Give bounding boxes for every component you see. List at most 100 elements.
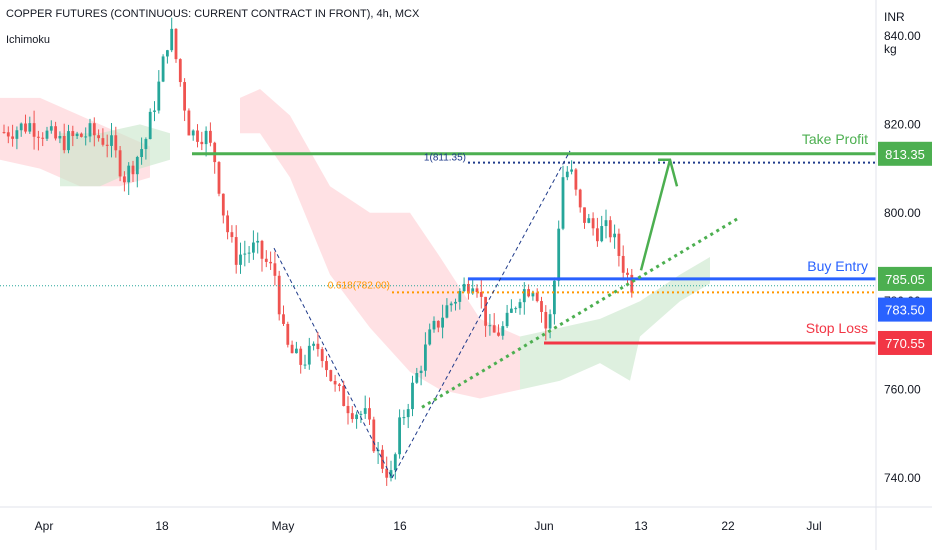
candle-body bbox=[454, 301, 457, 304]
candle-body bbox=[613, 233, 616, 238]
candle-body bbox=[424, 344, 427, 371]
candle-body bbox=[428, 329, 432, 345]
candle-body bbox=[368, 408, 371, 420]
candle-body bbox=[617, 233, 621, 256]
y-tick-label: 820.00 bbox=[884, 117, 921, 131]
candle-body bbox=[230, 232, 234, 238]
candle-body bbox=[501, 326, 505, 336]
candle-body bbox=[256, 240, 260, 243]
candle-body bbox=[54, 126, 57, 139]
candle-body bbox=[269, 261, 272, 264]
candle-body bbox=[381, 449, 384, 469]
x-tick-label: 18 bbox=[155, 519, 169, 533]
candle-body bbox=[445, 305, 449, 318]
candle-body bbox=[174, 28, 178, 60]
candle-body bbox=[49, 126, 53, 131]
candle-body bbox=[415, 373, 419, 383]
candle-body bbox=[24, 123, 27, 132]
current-price-tag bbox=[878, 297, 932, 322]
candle-body bbox=[325, 361, 328, 371]
candle-body bbox=[101, 138, 105, 145]
candle-body bbox=[316, 343, 320, 350]
candle-body bbox=[282, 314, 285, 324]
candle-body bbox=[80, 133, 83, 137]
y-tick-label: 840.00 bbox=[884, 29, 921, 43]
candle-body bbox=[264, 258, 268, 262]
drawings: Take Profit 1(811.35) 0.618(782.00) Buy Ent… bbox=[0, 131, 876, 479]
candle-body bbox=[247, 252, 251, 254]
candle-body bbox=[591, 218, 595, 229]
candle-body bbox=[522, 289, 526, 303]
candle-body bbox=[200, 141, 204, 145]
candle-body bbox=[28, 123, 32, 132]
indicator-label: Ichimoku bbox=[6, 34, 51, 46]
candle-body bbox=[535, 292, 539, 302]
candle-body bbox=[71, 131, 75, 137]
candle-body bbox=[166, 50, 169, 57]
cloud-red bbox=[240, 89, 520, 399]
candle-body bbox=[398, 417, 401, 455]
candle-body bbox=[127, 165, 131, 183]
candle-body bbox=[15, 130, 19, 139]
candle-body bbox=[153, 110, 156, 112]
candle-body bbox=[544, 311, 548, 329]
stop-loss-label: Stop Loss bbox=[806, 320, 868, 336]
candle-body bbox=[6, 132, 10, 137]
candle-body bbox=[260, 240, 264, 259]
candle-body bbox=[570, 169, 573, 172]
candle-body bbox=[41, 137, 45, 139]
candle-body bbox=[630, 274, 634, 293]
candle-body bbox=[518, 302, 522, 309]
candle-body bbox=[583, 207, 586, 223]
candle-body bbox=[350, 413, 354, 420]
candle-body bbox=[484, 296, 487, 326]
stop-loss-value: 770.55 bbox=[885, 336, 925, 351]
candle-body bbox=[608, 220, 612, 238]
unit-label: kg bbox=[884, 42, 897, 56]
y-tick-label: 740.00 bbox=[884, 471, 921, 485]
candle-body bbox=[140, 149, 143, 157]
candle-body bbox=[187, 110, 191, 136]
candle-body bbox=[277, 275, 281, 315]
candle-body bbox=[578, 189, 582, 208]
candle-body bbox=[574, 169, 578, 190]
candle-body bbox=[307, 345, 311, 365]
candle-body bbox=[621, 255, 625, 273]
chart-title: COPPER FUTURES (CONTINUOUS: CURRENT CONT… bbox=[6, 8, 420, 20]
candle-body bbox=[510, 308, 513, 313]
candle-body bbox=[204, 130, 208, 145]
candle-body bbox=[243, 253, 247, 255]
candle-body bbox=[342, 385, 346, 406]
arrow-head bbox=[658, 158, 679, 187]
candle-body bbox=[338, 384, 341, 386]
candle-body bbox=[92, 123, 96, 136]
candle-body bbox=[355, 414, 358, 420]
currency-label: INR bbox=[884, 10, 905, 24]
buy-entry-tag bbox=[878, 266, 932, 291]
buy-entry-value: 785.05 bbox=[885, 272, 925, 287]
stop-loss-tag bbox=[878, 330, 932, 355]
candle-body bbox=[118, 150, 122, 177]
candle-body bbox=[600, 226, 604, 242]
trendline bbox=[421, 215, 741, 409]
candle-body bbox=[123, 176, 126, 183]
candle-body bbox=[131, 165, 135, 175]
candle-body bbox=[183, 82, 186, 111]
candle-body bbox=[411, 382, 414, 410]
ichimoku-cloud bbox=[0, 89, 710, 399]
candle-body bbox=[497, 332, 500, 336]
y-tick-label: 800.00 bbox=[884, 206, 921, 220]
candle-body bbox=[479, 292, 483, 297]
candle-body bbox=[320, 349, 324, 362]
target-arrow bbox=[639, 159, 672, 271]
candle-body bbox=[604, 220, 608, 227]
candle-body bbox=[462, 283, 466, 292]
x-tick-label: 13 bbox=[634, 519, 648, 533]
candle-body bbox=[441, 317, 444, 328]
candle-body bbox=[449, 303, 453, 306]
candle-body bbox=[114, 135, 118, 151]
candle-body bbox=[105, 144, 109, 146]
fib-1-label: 1(811.35) bbox=[424, 153, 466, 164]
candle-body bbox=[110, 135, 113, 146]
candle-body bbox=[252, 242, 255, 253]
